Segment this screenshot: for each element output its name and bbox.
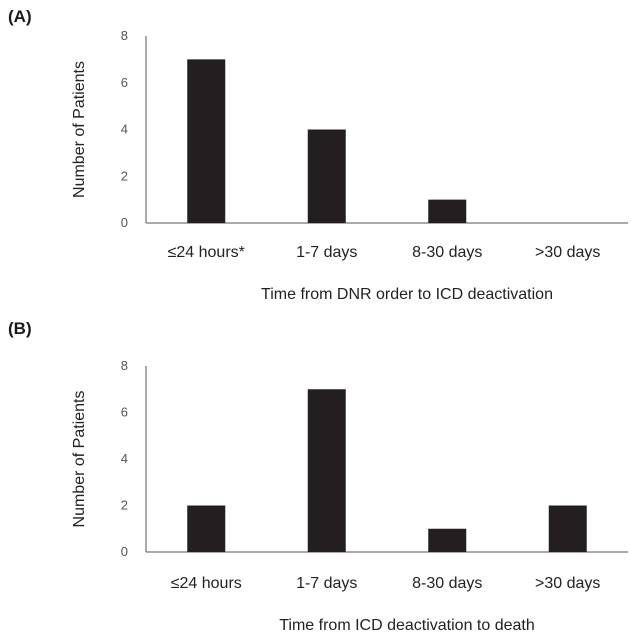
category-label: ≤24 hours xyxy=(171,575,242,592)
bar-1 xyxy=(187,505,226,552)
chart-panel-1: (A) 0 2 4 6 8 ≤24 hours* 1-7 days 8-30 days >30 d… xyxy=(8,7,628,303)
chart-panel-2: (B) 0 2 4 6 8 ≤24 hours 1-7 days 8-30 days >30 da… xyxy=(8,319,628,634)
category-label: >30 days xyxy=(535,244,600,261)
category-label: 8-30 days xyxy=(412,575,482,592)
x-axis-title: Time from ICD deactivation to death xyxy=(279,617,535,634)
x-axis-title: Time from DNR order to ICD deactivation xyxy=(261,286,553,303)
y-tick-label: 0 xyxy=(121,544,128,559)
y-tick-label: 4 xyxy=(121,122,128,137)
y-tick-label: 8 xyxy=(121,28,128,43)
y-tick-label: 6 xyxy=(121,405,128,420)
y-axis-title: Number of Patients xyxy=(71,391,88,528)
category-label: ≤24 hours* xyxy=(168,244,245,261)
bar-3 xyxy=(428,528,467,552)
bar-2 xyxy=(307,129,346,223)
y-tick-label: 6 xyxy=(121,75,128,90)
bar-1 xyxy=(187,59,226,223)
bar-4 xyxy=(548,505,587,552)
category-label: >30 days xyxy=(535,575,600,592)
y-axis-title: Number of Patients xyxy=(71,61,88,198)
bar-2 xyxy=(307,389,346,552)
category-label: 1-7 days xyxy=(296,244,357,261)
y-tick-label: 2 xyxy=(121,498,128,513)
y-tick-label: 2 xyxy=(121,168,128,183)
panel-label: (B) xyxy=(8,319,32,338)
bar-3 xyxy=(428,199,467,223)
y-tick-label: 4 xyxy=(121,451,128,466)
y-tick-label: 8 xyxy=(121,358,128,373)
y-tick-label: 0 xyxy=(121,215,128,230)
panel-label: (A) xyxy=(8,7,32,26)
category-label: 1-7 days xyxy=(296,575,357,592)
category-label: 8-30 days xyxy=(412,244,482,261)
